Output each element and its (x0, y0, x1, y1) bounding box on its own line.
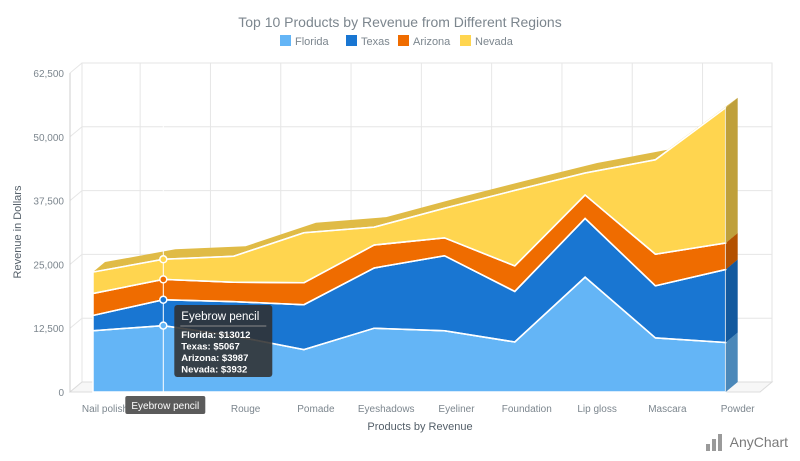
y-tick-label: 25,000 (33, 260, 64, 271)
legend-label: Nevada (475, 36, 514, 48)
x-tick-label: Rouge (231, 404, 261, 415)
crosshair-x-label: Eyebrow pencil (131, 401, 199, 412)
grid-line-depth (69, 254, 83, 265)
y-tick-label: 0 (58, 388, 64, 399)
y-tick-label: 50,000 (33, 133, 64, 144)
x-tick-label: Eyeshadows (358, 404, 415, 415)
legend-label: Arizona (413, 36, 451, 48)
series-top-band (93, 97, 738, 273)
x-tick-label: Lip gloss (577, 404, 616, 415)
legend-label: Florida (295, 36, 330, 48)
legend-item-texas[interactable]: Texas (346, 35, 390, 48)
x-tick-label: Eyeliner (438, 404, 475, 415)
tooltip-title: Eyebrow pencil (181, 311, 259, 323)
tooltip-box (174, 305, 273, 377)
series-side (725, 97, 738, 243)
grid-line-depth (69, 190, 83, 201)
legend-swatch (280, 35, 291, 46)
anychart-logo-icon (705, 433, 724, 451)
credits-label: AnyChart (729, 434, 788, 450)
legend: Florida Texas Arizona Nevada (280, 35, 514, 48)
series-side (725, 332, 738, 392)
tooltip-line: Arizona: $3987 (181, 353, 248, 364)
y-tick-label: 62,500 (33, 69, 64, 80)
x-axis-title: Products by Revenue (367, 421, 472, 433)
series-boundary-line (92, 107, 727, 273)
legend-item-arizona[interactable]: Arizona (398, 35, 451, 48)
tooltip-line: Florida: $13012 (181, 330, 250, 341)
series-side (725, 232, 738, 270)
credits[interactable]: AnyChart (705, 433, 788, 451)
y-tick-label: 12,500 (33, 324, 64, 335)
x-tick-label: Mascara (648, 404, 687, 415)
crosshair-x-label-box (125, 396, 206, 414)
legend-swatch (398, 35, 409, 46)
series-boundary-line (92, 193, 726, 295)
tooltip: Eyebrow pencil Eyebrow pencil Florida: $13… (125, 73, 273, 414)
tooltip-line: Texas: $5067 (181, 342, 239, 353)
grid-line-depth (69, 62, 83, 74)
series-side (725, 259, 738, 343)
legend-item-nevada[interactable]: Nevada (460, 35, 514, 48)
x-tick-label: Foundation (502, 404, 552, 415)
legend-swatch (346, 35, 357, 46)
grid-line-depth (69, 317, 83, 329)
legend-label: Texas (361, 36, 390, 48)
hover-marker (159, 295, 168, 304)
hover-marker (159, 275, 168, 284)
grid-line-depth (69, 126, 83, 138)
axes: 0 12,500 25,000 37,500 50,000 62,500 Nail poli… (33, 69, 755, 415)
series-boundary-line (92, 217, 726, 317)
legend-item-florida[interactable]: Florida (280, 35, 330, 48)
y-axis-title: Revenue in Dollars (12, 185, 24, 278)
x-tick-label: Powder (721, 404, 756, 415)
y-tick-label: 37,500 (33, 197, 64, 208)
hover-marker (159, 255, 168, 264)
chart-title: Top 10 Products by Revenue from Differen… (238, 14, 561, 30)
x-tick-label: Pomade (297, 404, 335, 415)
tooltip-line: Nevada: $3932 (181, 365, 247, 376)
hover-marker (159, 321, 168, 330)
legend-swatch (460, 35, 471, 46)
x-tick-label: Nail polish (82, 404, 128, 415)
